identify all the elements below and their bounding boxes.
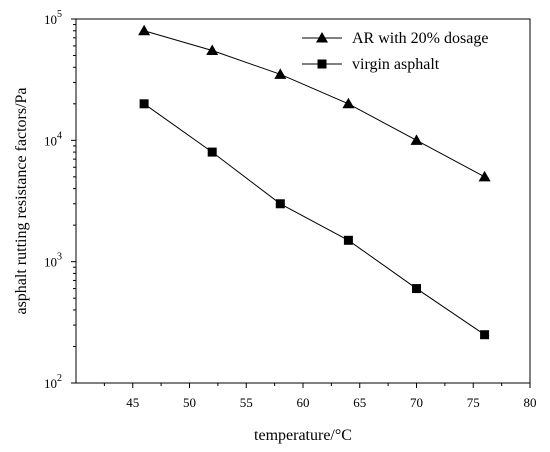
data-point bbox=[410, 134, 423, 145]
x-tick-label: 70 bbox=[410, 395, 423, 410]
series-line-1 bbox=[143, 103, 485, 336]
x-tick-label: 80 bbox=[524, 395, 537, 410]
series-line-0 bbox=[143, 30, 485, 178]
data-point bbox=[206, 44, 219, 56]
data-point bbox=[275, 199, 285, 209]
data-point bbox=[207, 147, 217, 157]
x-tick-label: 75 bbox=[467, 395, 480, 410]
y-axis-ticks: 102 103 104 105 bbox=[44, 9, 76, 391]
data-point bbox=[412, 284, 421, 294]
y-tick-label: 103 bbox=[44, 252, 62, 270]
data-point bbox=[343, 235, 353, 245]
y-axis-title: asphalt rutting resistance factors/Pa bbox=[13, 87, 30, 314]
x-tick-label: 65 bbox=[353, 395, 366, 410]
data-point bbox=[342, 97, 355, 109]
y-tick-label: 102 bbox=[44, 373, 62, 391]
y-tick-label: 104 bbox=[44, 130, 62, 148]
data-point bbox=[480, 330, 490, 340]
data-point bbox=[139, 99, 149, 109]
data-point bbox=[138, 24, 151, 36]
plot-frame bbox=[75, 18, 531, 384]
data-point bbox=[478, 170, 491, 182]
x-axis-ticks: 45 50 55 60 65 70 75 80 bbox=[103, 383, 537, 410]
legend-label: AR with 20% dosage bbox=[352, 30, 488, 47]
legend-label: virgin asphalt bbox=[352, 56, 440, 73]
y-tick-label: 105 bbox=[44, 9, 62, 27]
legend: AR with 20% dosage virgin asphalt bbox=[302, 30, 488, 73]
x-tick-label: 45 bbox=[126, 395, 139, 410]
legend-marker-triangle bbox=[316, 32, 328, 43]
x-tick-label: 60 bbox=[297, 395, 310, 410]
x-tick-label: 50 bbox=[183, 395, 196, 410]
data-point bbox=[274, 68, 287, 79]
legend-marker-square bbox=[317, 59, 327, 69]
x-axis-title: temperature/°C bbox=[254, 427, 352, 444]
x-tick-label: 55 bbox=[240, 395, 253, 410]
series-layer bbox=[138, 24, 491, 340]
